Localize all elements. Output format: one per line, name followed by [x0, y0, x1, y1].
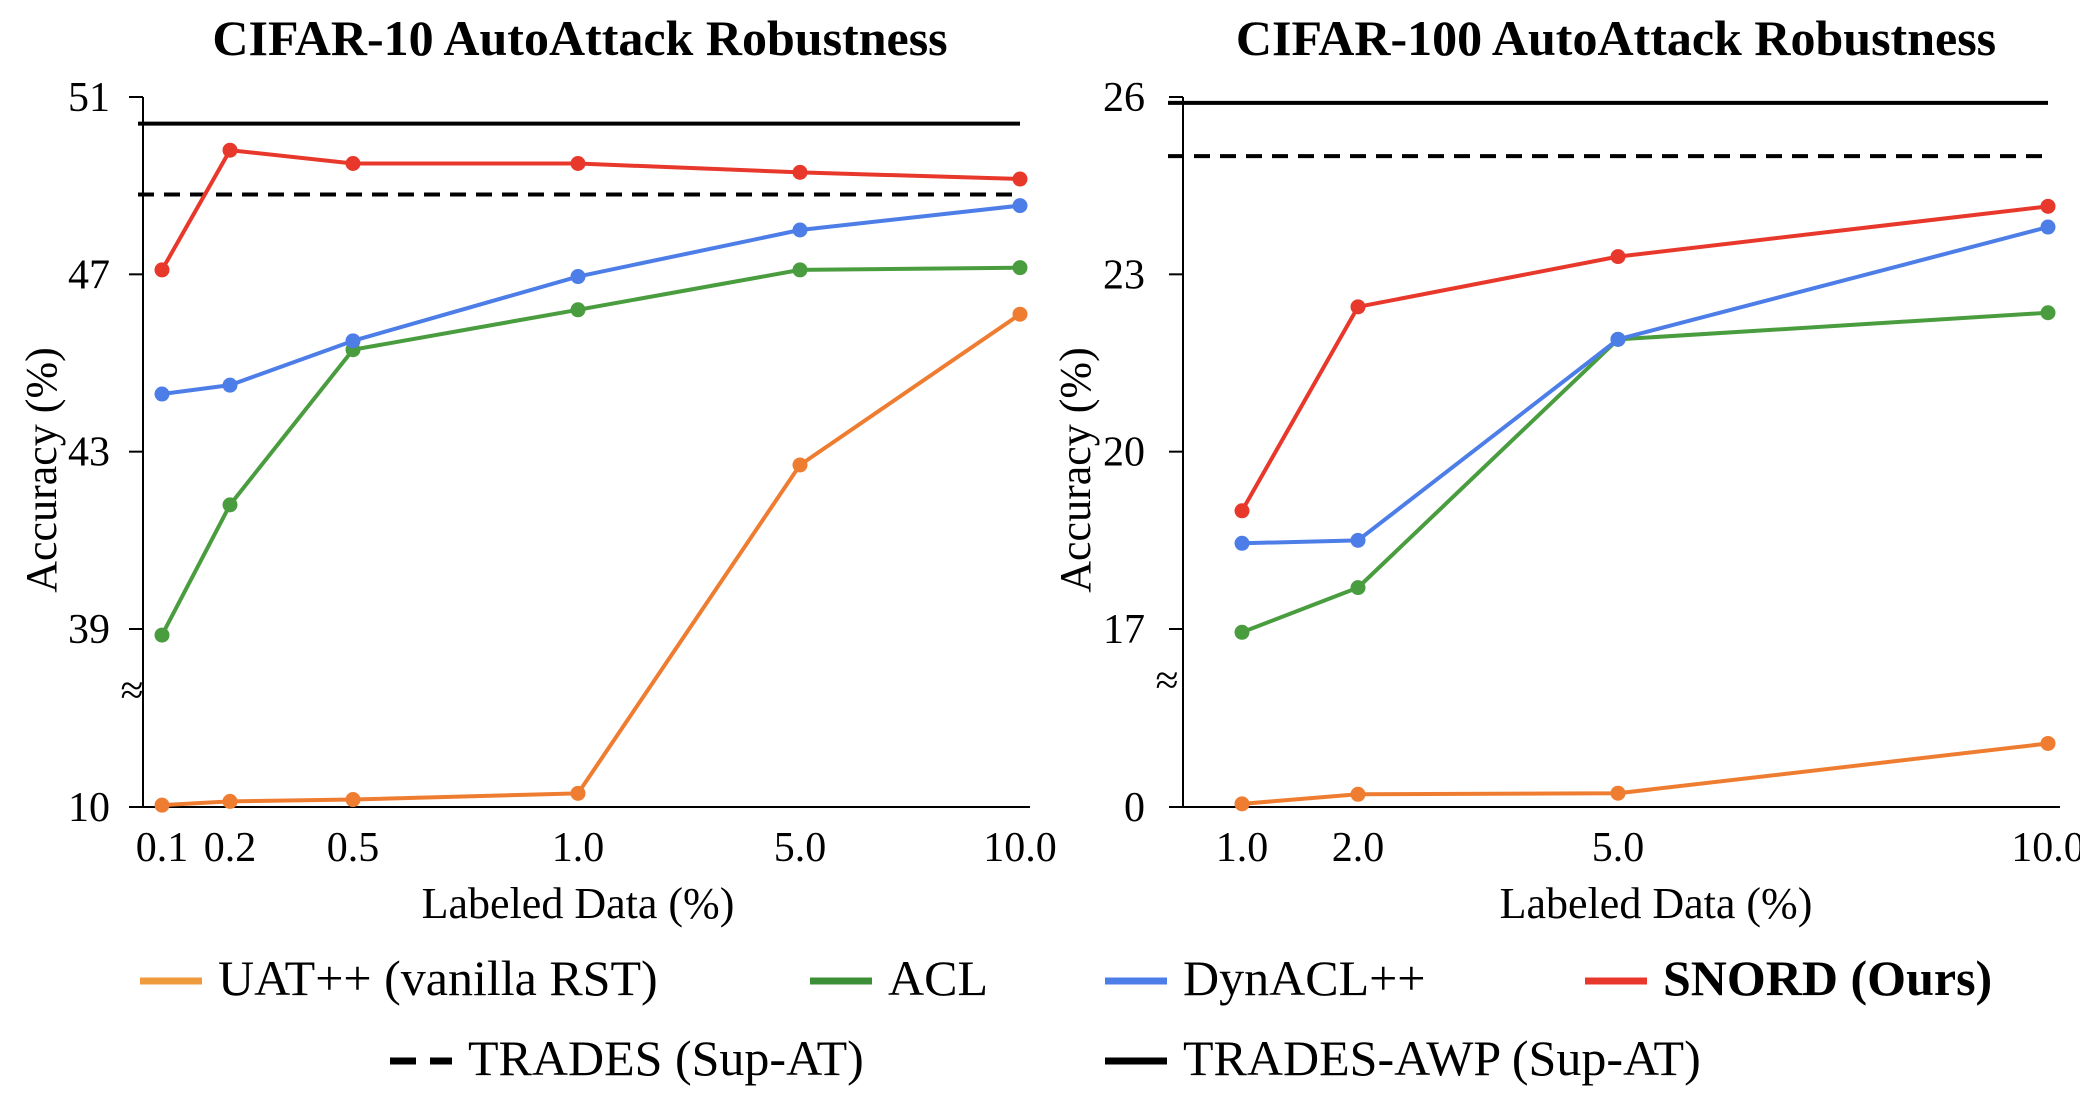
x-tick-label: 2.0: [1332, 825, 1385, 871]
data-point: [792, 262, 808, 278]
data-point: [570, 156, 586, 171]
y-axis-label: Accuracy (%): [17, 347, 66, 593]
y-ticks: 0 17 20 23 26 ≈: [1103, 75, 1183, 831]
data-point: [1350, 786, 1366, 802]
data-point: [222, 793, 238, 809]
data-point: [1234, 535, 1250, 551]
data-point: [570, 269, 586, 285]
series-line: [161, 203, 1021, 397]
x-tick-label: 5.0: [774, 825, 827, 871]
legend-label: SNORD (Ours): [1663, 950, 1992, 1006]
axis-break-symbol: ≈: [120, 668, 143, 714]
y-axis-label: Accuracy (%): [1051, 347, 1100, 593]
axes: [142, 97, 1030, 808]
data-point: [222, 497, 238, 513]
data-point: [1610, 249, 1626, 265]
data-point: [792, 222, 808, 238]
data-point: [345, 333, 361, 349]
chart-cifar100: CIFAR-100 AutoAttack Robustness Labeled …: [1051, 10, 2080, 928]
series-group: [154, 142, 1028, 813]
y-tick-label: 17: [1103, 607, 1145, 653]
legend-label: TRADES-AWP (Sup-AT): [1183, 1030, 1701, 1086]
data-point: [154, 627, 170, 643]
data-point: [792, 164, 808, 180]
y-tick-label: 47: [68, 252, 110, 298]
x-tick-label: 0.5: [327, 825, 380, 871]
legend-label: UAT++ (vanilla RST): [218, 950, 658, 1006]
series-line: [1241, 741, 2049, 806]
data-point: [1350, 532, 1366, 548]
data-point: [1350, 580, 1366, 596]
data-point: [792, 457, 808, 473]
series-line: [160, 148, 1021, 271]
data-point: [222, 142, 238, 158]
data-point: [345, 156, 361, 171]
x-tick-label: 10.0: [2011, 825, 2080, 871]
data-point: [1610, 331, 1626, 347]
x-tick-label: 5.0: [1592, 825, 1645, 871]
data-point: [154, 386, 170, 402]
data-point: [2040, 219, 2056, 235]
y-tick-label: 10: [68, 785, 110, 831]
data-point: [154, 262, 170, 278]
data-point: [1012, 306, 1028, 322]
x-ticks: 1.0 2.0 5.0 10.0: [1216, 825, 2080, 871]
legend: UAT++ (vanilla RST) ACL DynACL++ SNORD (Our…: [140, 950, 1992, 1086]
chart-cifar10: CIFAR-10 AutoAttack Robustness Labeled D…: [17, 10, 1057, 928]
series-line: [1240, 204, 2049, 512]
axes: [1182, 97, 2060, 808]
data-point: [1610, 785, 1626, 801]
legend-label: TRADES (Sup-AT): [468, 1030, 864, 1086]
axis-break-symbol: ≈: [1155, 658, 1178, 704]
series-line: [160, 265, 1021, 636]
chart-title: CIFAR-10 AutoAttack Robustness: [212, 10, 947, 66]
y-tick-label: 26: [1103, 75, 1145, 121]
x-ticks: 0.1 0.2 0.5 1.0 5.0 10.0: [136, 825, 1057, 871]
legend-label: ACL: [888, 950, 988, 1006]
y-tick-label: 51: [68, 75, 110, 121]
series-group: [1234, 198, 2056, 812]
y-tick-label: 39: [68, 607, 110, 653]
data-point: [570, 785, 586, 801]
data-point: [154, 797, 170, 813]
data-point: [1012, 171, 1028, 187]
y-tick-label: 0: [1124, 785, 1145, 831]
data-point: [222, 377, 238, 393]
data-point: [2040, 198, 2056, 214]
reference-lines: [1168, 100, 2048, 159]
x-axis-label: Labeled Data (%): [422, 879, 735, 928]
x-tick-label: 1.0: [1216, 825, 1269, 871]
series-line: [1241, 225, 2049, 546]
legend-label: DynACL++: [1183, 950, 1426, 1006]
chart-title: CIFAR-100 AutoAttack Robustness: [1236, 10, 1996, 66]
data-point: [1234, 796, 1250, 812]
series-line: [1241, 310, 2049, 635]
data-point: [1234, 624, 1250, 640]
reference-lines: [138, 121, 1020, 197]
x-axis-label: Labeled Data (%): [1500, 879, 1813, 928]
x-tick-label: 10.0: [983, 825, 1057, 871]
y-ticks: 10 39 43 47 51 ≈: [68, 75, 144, 831]
x-tick-label: 1.0: [552, 825, 605, 871]
data-point: [1234, 503, 1250, 519]
y-tick-label: 43: [68, 430, 110, 476]
data-point: [2040, 305, 2056, 321]
data-point: [345, 792, 361, 808]
y-tick-label: 20: [1103, 430, 1145, 476]
x-tick-label: 0.2: [204, 825, 257, 871]
x-tick-label: 0.1: [136, 825, 189, 871]
data-point: [1350, 299, 1366, 315]
data-point: [1012, 198, 1028, 214]
data-point: [570, 302, 586, 318]
y-tick-label: 23: [1103, 252, 1145, 298]
data-point: [1012, 260, 1028, 276]
series-line: [161, 312, 1022, 808]
data-point: [2040, 735, 2056, 751]
